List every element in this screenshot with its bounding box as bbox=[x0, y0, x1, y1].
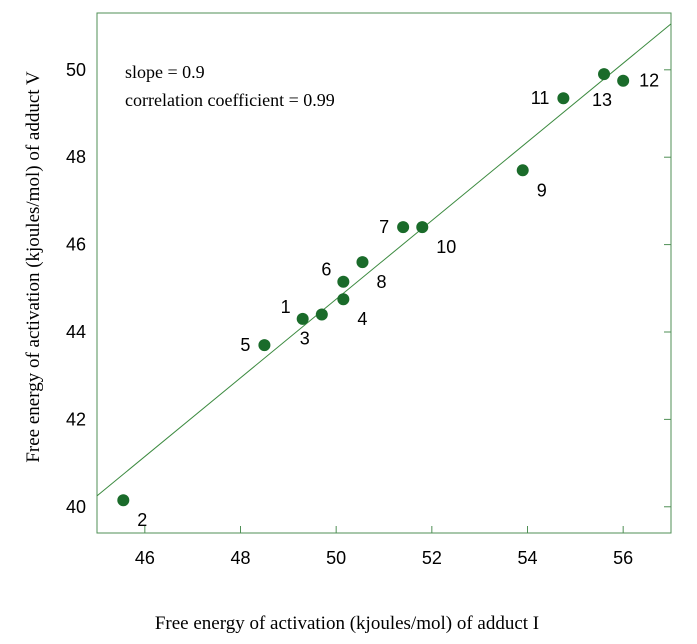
point-label-4: 4 bbox=[357, 309, 367, 329]
data-point-10 bbox=[416, 221, 429, 234]
y-tick-label: 40 bbox=[66, 497, 86, 517]
point-label-5: 5 bbox=[240, 335, 250, 355]
point-label-2: 2 bbox=[137, 510, 147, 530]
point-label-12: 12 bbox=[639, 71, 659, 91]
point-label-1: 1 bbox=[281, 297, 291, 317]
point-label-11: 11 bbox=[531, 88, 550, 108]
data-point-8 bbox=[356, 256, 369, 269]
annotation-slope: slope = 0.9 bbox=[125, 62, 205, 82]
point-label-3: 3 bbox=[300, 329, 310, 349]
y-axis-title: Free energy of activation (kjoules/mol) … bbox=[23, 71, 44, 463]
data-point-3 bbox=[315, 308, 328, 321]
data-point-4 bbox=[337, 293, 350, 306]
data-point-5 bbox=[258, 339, 271, 352]
y-tick-label: 42 bbox=[66, 409, 86, 429]
x-tick-label: 46 bbox=[135, 548, 155, 568]
y-tick-label: 44 bbox=[66, 322, 86, 342]
x-tick-label: 54 bbox=[517, 548, 537, 568]
x-tick-label: 50 bbox=[326, 548, 346, 568]
data-points bbox=[117, 68, 630, 507]
plot-frame bbox=[96, 12, 672, 534]
trend-line bbox=[96, 23, 672, 497]
y-tick-label: 46 bbox=[66, 235, 86, 255]
data-point-12 bbox=[617, 74, 630, 87]
data-point-1 bbox=[296, 312, 309, 325]
point-label-9: 9 bbox=[537, 180, 547, 200]
x-tick-label: 56 bbox=[613, 548, 633, 568]
data-point-13 bbox=[598, 68, 611, 81]
point-label-7: 7 bbox=[379, 217, 389, 237]
point-label-6: 6 bbox=[321, 260, 331, 280]
y-tick-label: 48 bbox=[66, 147, 86, 167]
point-label-8: 8 bbox=[376, 272, 386, 292]
x-tick-label: 52 bbox=[422, 548, 442, 568]
x-axis-ticks: 46 48 50 52 54 56 bbox=[135, 526, 633, 568]
x-tick-label: 48 bbox=[230, 548, 250, 568]
y-tick-label: 50 bbox=[66, 60, 86, 80]
x-axis-title: Free energy of activation (kjoules/mol) … bbox=[155, 613, 539, 634]
point-label-13: 13 bbox=[592, 90, 612, 110]
data-point-2 bbox=[117, 494, 130, 507]
data-point-9 bbox=[516, 164, 529, 177]
point-label-10: 10 bbox=[436, 237, 456, 257]
data-point-6 bbox=[337, 275, 350, 288]
data-point-11 bbox=[557, 92, 570, 105]
annotation-correlation: correlation coefficient = 0.99 bbox=[125, 90, 335, 110]
data-point-7 bbox=[397, 221, 410, 234]
